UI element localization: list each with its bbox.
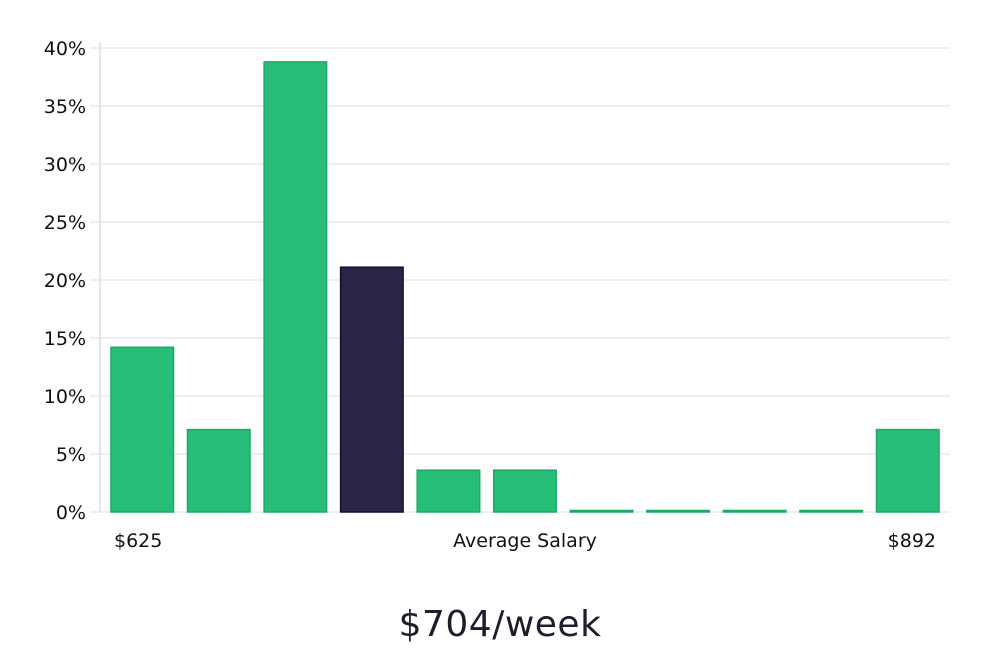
highlighted-bar [339,266,404,513]
y-tick-label: 40% [44,38,86,60]
x-end-label: $892 [888,530,936,552]
bar [492,469,557,513]
bar [263,61,328,513]
bar [416,469,481,513]
x-axis-labels: $625 Average Salary $892 [114,530,936,552]
y-tick-label: 15% [44,328,86,350]
y-tick-label: 0% [56,502,86,524]
bar [569,509,634,513]
x-axis-title: Average Salary [453,530,597,552]
average-salary-value: $704/week [398,604,602,645]
bars [110,61,940,513]
bar [186,428,251,513]
y-tick-label: 30% [44,154,86,176]
y-tick-label: 25% [44,212,86,234]
y-tick-label: 5% [56,444,86,466]
x-start-label: $625 [114,530,162,552]
y-tick-label: 35% [44,96,86,118]
salary-histogram: 0% 5% 10% 15% 20% 25% 30% 35% 40% $625 Average S… [44,38,950,552]
bar [875,428,940,513]
bar [799,509,864,513]
y-tick-label: 20% [44,270,86,292]
bar [110,346,175,513]
y-axis-ticks: 0% 5% 10% 15% 20% 25% 30% 35% 40% [44,38,86,524]
y-tick-label: 10% [44,386,86,408]
bar [646,509,711,513]
bar [722,509,787,513]
